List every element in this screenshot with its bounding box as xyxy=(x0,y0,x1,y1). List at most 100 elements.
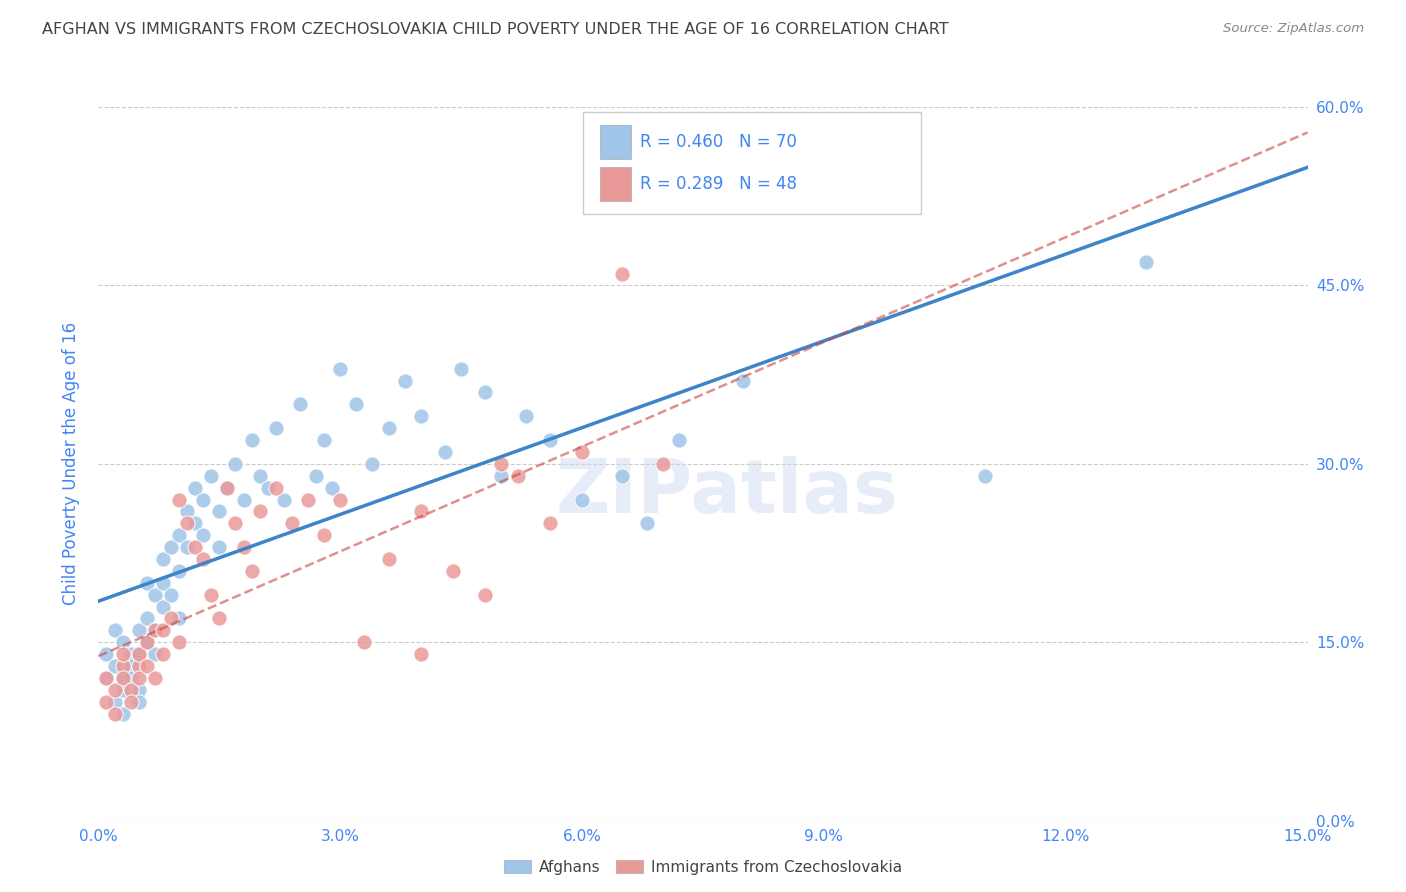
Point xyxy=(434,445,457,459)
Point xyxy=(111,647,134,661)
Point xyxy=(733,374,755,388)
Point xyxy=(152,575,174,590)
Point xyxy=(152,552,174,566)
Point xyxy=(152,647,174,661)
Point xyxy=(329,361,352,376)
Point xyxy=(273,492,295,507)
Point xyxy=(143,671,166,685)
Point xyxy=(143,647,166,661)
Point xyxy=(167,492,190,507)
Point xyxy=(111,706,134,721)
Point xyxy=(160,588,183,602)
Point xyxy=(361,457,384,471)
Point xyxy=(249,468,271,483)
Point xyxy=(409,504,432,518)
Point xyxy=(103,706,125,721)
Point xyxy=(120,659,142,673)
Point xyxy=(305,468,328,483)
Point xyxy=(651,457,673,471)
Point xyxy=(135,659,157,673)
Point xyxy=(256,481,278,495)
Point xyxy=(120,695,142,709)
Point xyxy=(128,647,150,661)
Point xyxy=(409,647,432,661)
Point xyxy=(441,564,464,578)
Point xyxy=(612,267,634,281)
Point xyxy=(377,421,399,435)
Point xyxy=(264,481,287,495)
Legend: Afghans, Immigrants from Czechoslovakia: Afghans, Immigrants from Czechoslovakia xyxy=(498,854,908,880)
Point xyxy=(167,611,190,625)
Point xyxy=(103,624,125,638)
Point xyxy=(143,624,166,638)
Point xyxy=(314,433,336,447)
Point xyxy=(217,481,239,495)
Point xyxy=(409,409,432,424)
Text: AFGHAN VS IMMIGRANTS FROM CZECHOSLOVAKIA CHILD POVERTY UNDER THE AGE OF 16 CORRE: AFGHAN VS IMMIGRANTS FROM CZECHOSLOVAKIA… xyxy=(42,22,949,37)
Point xyxy=(321,481,343,495)
Point xyxy=(120,682,142,697)
Point xyxy=(135,635,157,649)
Point xyxy=(193,528,215,542)
Point xyxy=(143,588,166,602)
Point xyxy=(96,695,118,709)
Point xyxy=(208,611,231,625)
Point xyxy=(538,516,561,531)
Point xyxy=(103,695,125,709)
Point xyxy=(128,647,150,661)
Point xyxy=(538,433,561,447)
Point xyxy=(128,671,150,685)
Point xyxy=(167,635,190,649)
Point xyxy=(135,575,157,590)
Point xyxy=(135,611,157,625)
Point xyxy=(120,647,142,661)
Point xyxy=(167,528,190,542)
Text: Source: ZipAtlas.com: Source: ZipAtlas.com xyxy=(1223,22,1364,36)
Point xyxy=(135,635,157,649)
Point xyxy=(612,468,634,483)
Point xyxy=(353,635,375,649)
Point xyxy=(152,624,174,638)
Point xyxy=(160,611,183,625)
Point xyxy=(232,540,254,554)
Point xyxy=(111,671,134,685)
Point xyxy=(224,457,246,471)
Point xyxy=(103,659,125,673)
Point xyxy=(314,528,336,542)
Point xyxy=(152,599,174,614)
Point xyxy=(160,540,183,554)
Point xyxy=(329,492,352,507)
Point xyxy=(128,682,150,697)
Point xyxy=(128,695,150,709)
Point xyxy=(200,468,222,483)
Point xyxy=(491,457,513,471)
Point xyxy=(450,361,472,376)
Point xyxy=(224,516,246,531)
Point xyxy=(103,682,125,697)
Point xyxy=(474,588,496,602)
Point xyxy=(96,671,118,685)
Point xyxy=(111,671,134,685)
Point xyxy=(200,588,222,602)
Point xyxy=(176,504,198,518)
Point xyxy=(571,492,593,507)
Point xyxy=(96,671,118,685)
Point xyxy=(176,540,198,554)
Point xyxy=(474,385,496,400)
Point xyxy=(208,504,231,518)
Point xyxy=(111,682,134,697)
Point xyxy=(111,659,134,673)
Text: R = 0.460   N = 70: R = 0.460 N = 70 xyxy=(640,133,797,151)
Point xyxy=(176,516,198,531)
Point xyxy=(571,445,593,459)
Text: ZIPatlas: ZIPatlas xyxy=(555,456,898,529)
Point xyxy=(193,492,215,507)
Point xyxy=(506,468,529,483)
Point xyxy=(491,468,513,483)
Point xyxy=(297,492,319,507)
Point xyxy=(143,624,166,638)
Y-axis label: Child Poverty Under the Age of 16: Child Poverty Under the Age of 16 xyxy=(62,322,80,606)
Point xyxy=(184,516,207,531)
Point xyxy=(96,647,118,661)
Point xyxy=(974,468,997,483)
